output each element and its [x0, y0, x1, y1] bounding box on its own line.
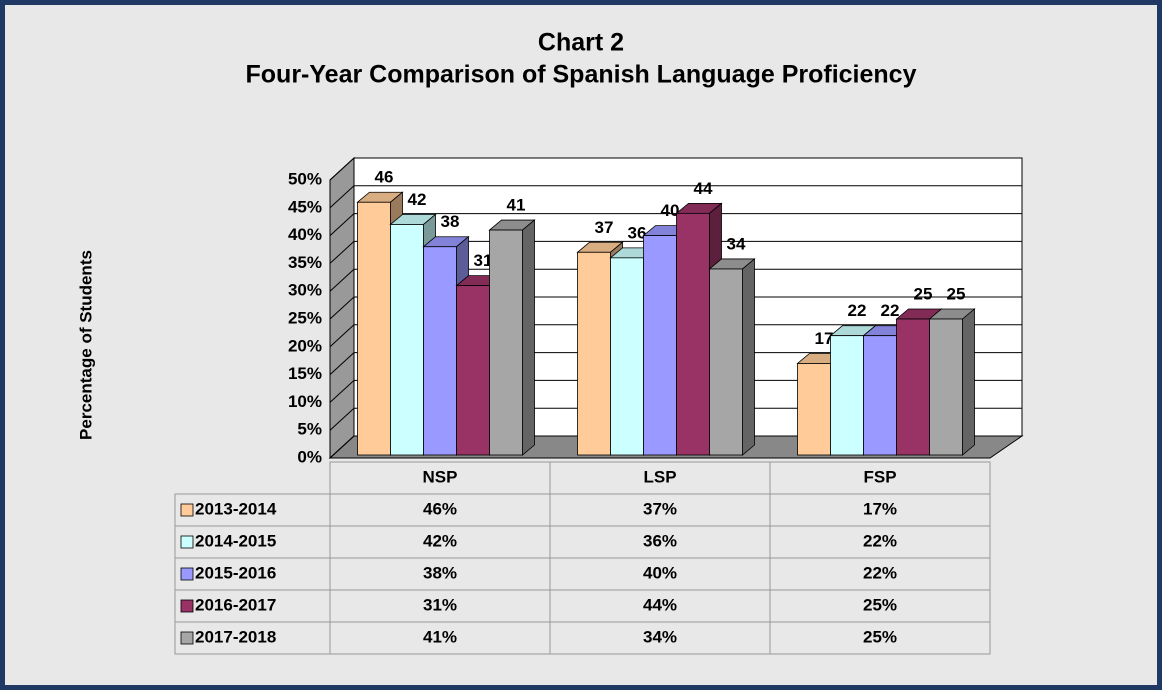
- bar: [610, 257, 644, 456]
- bar: [863, 335, 897, 456]
- y-tick-label: 45%: [288, 197, 322, 216]
- y-axis-label: Percentage of Students: [76, 250, 95, 440]
- bar: [643, 235, 677, 456]
- grid-line: [329, 268, 1022, 292]
- table-cell: 34%: [643, 627, 677, 646]
- legend-label: 2013-2014: [195, 499, 277, 518]
- bar: [577, 251, 611, 456]
- grid-line: [329, 157, 1022, 181]
- bar: [489, 229, 523, 456]
- data-label: 37: [595, 218, 614, 237]
- legend-label: 2016-2017: [195, 595, 276, 614]
- data-label: 25: [947, 284, 966, 303]
- bar-side: [742, 258, 755, 456]
- grid-line: [329, 240, 1022, 264]
- x-tick-label: NSP: [423, 467, 458, 486]
- legend-label: 2014-2015: [195, 531, 276, 550]
- legend-key: [180, 631, 194, 645]
- y-tick-label: 20%: [288, 336, 322, 355]
- data-label: 36: [628, 223, 647, 242]
- data-label: 25: [914, 284, 933, 303]
- table-cell: 36%: [643, 531, 677, 550]
- y-tick-label: 10%: [288, 392, 322, 411]
- legend-label: 2015-2016: [195, 563, 276, 582]
- y-tick-label: 5%: [297, 420, 322, 439]
- legend-label: 2017-2018: [195, 627, 276, 646]
- data-label: 44: [694, 179, 713, 198]
- bar: [830, 335, 864, 456]
- bar: [357, 201, 391, 456]
- bar: [456, 285, 490, 456]
- data-label: 42: [408, 190, 427, 209]
- bar: [797, 363, 831, 456]
- bar: [676, 212, 710, 456]
- chart-subtitle: Four-Year Comparison of Spanish Language…: [246, 61, 917, 89]
- table-cell: 40%: [643, 563, 677, 582]
- table-cell: 42%: [423, 531, 457, 550]
- table-cell: 22%: [863, 531, 897, 550]
- bar: [423, 246, 457, 456]
- data-label: 40: [661, 201, 680, 220]
- legend-key: [180, 599, 194, 613]
- x-tick-label: FSP: [863, 467, 896, 486]
- chart-title: Chart 2: [538, 29, 624, 57]
- table-cell: 46%: [423, 499, 457, 518]
- grid-line: [329, 213, 1022, 236]
- grid-line: [329, 352, 1022, 375]
- table-cell: 41%: [423, 627, 457, 646]
- table-cell: 25%: [863, 627, 897, 646]
- bar: [896, 318, 930, 456]
- data-label: 46: [375, 168, 394, 187]
- data-label: 34: [727, 234, 746, 253]
- x-tick-label: LSP: [643, 467, 676, 486]
- grid-line: [329, 296, 1022, 320]
- data-label: 41: [507, 196, 526, 215]
- y-tick-label: 40%: [288, 225, 322, 244]
- y-tick-label: 50%: [288, 169, 322, 188]
- y-tick-label: 30%: [288, 281, 322, 300]
- y-tick-label: 0%: [297, 447, 322, 466]
- bar-side: [962, 308, 975, 456]
- table-cell: 37%: [643, 499, 677, 518]
- grid-line: [329, 324, 1022, 348]
- legend-key: [180, 535, 194, 549]
- table-cell: 17%: [863, 499, 897, 518]
- y-tick-label: 25%: [288, 308, 322, 327]
- data-label: 17: [815, 329, 834, 348]
- legend-key: [180, 503, 194, 517]
- data-label: 22: [848, 301, 867, 320]
- bar: [929, 318, 963, 456]
- y-tick-label: 15%: [288, 364, 322, 383]
- data-label: 31: [474, 251, 493, 270]
- table-cell: 25%: [863, 595, 897, 614]
- bar: [709, 268, 743, 456]
- table-cell: 22%: [863, 563, 897, 582]
- bar-side: [522, 219, 535, 456]
- y-tick-label: 35%: [288, 253, 322, 272]
- table-header-bg: [329, 461, 991, 495]
- legend-key: [180, 567, 194, 581]
- table-cell: 44%: [643, 595, 677, 614]
- grid-line: [329, 185, 1022, 209]
- bar: [390, 224, 424, 456]
- table-cell: 38%: [423, 563, 457, 582]
- data-label: 22: [881, 301, 900, 320]
- table-cell: 31%: [423, 595, 457, 614]
- data-label: 38: [441, 212, 460, 231]
